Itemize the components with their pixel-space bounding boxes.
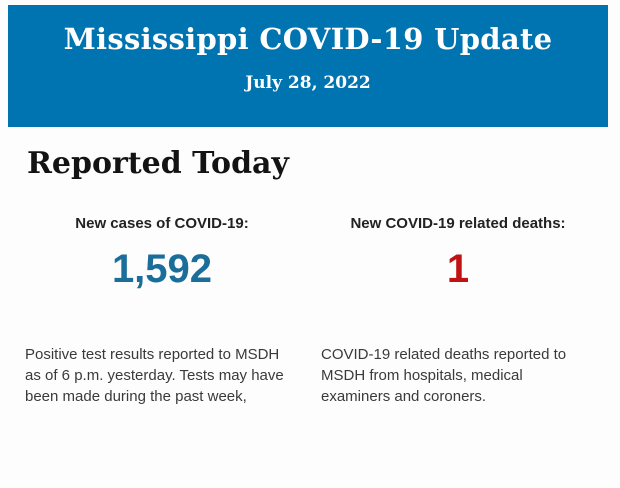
new-deaths-description: COVID-19 related deaths reported to MSDH… xyxy=(321,346,567,405)
stat-new-deaths: New COVID-19 related deaths: 1 COVID-19 … xyxy=(321,215,595,407)
report-date: July 28, 2022 xyxy=(245,73,371,93)
new-cases-label: New cases of COVID-19: xyxy=(75,215,249,232)
new-deaths-label: New COVID-19 related deaths: xyxy=(350,215,566,232)
stats-grid: New cases of COVID-19: 1,592 Positive te… xyxy=(25,215,595,407)
header-banner: Mississippi COVID-19 Update July 28, 202… xyxy=(8,5,608,127)
stat-new-cases: New cases of COVID-19: 1,592 Positive te… xyxy=(25,215,299,407)
page-title: Mississippi COVID-19 Update xyxy=(63,22,553,56)
new-deaths-value: 1 xyxy=(446,247,470,291)
new-cases-value: 1,592 xyxy=(111,247,213,291)
new-cases-description: Positive test results reported to MSDH a… xyxy=(25,346,284,405)
covid-update-page: Mississippi COVID-19 Update July 28, 202… xyxy=(0,5,620,488)
section-heading: Reported Today xyxy=(27,146,289,181)
